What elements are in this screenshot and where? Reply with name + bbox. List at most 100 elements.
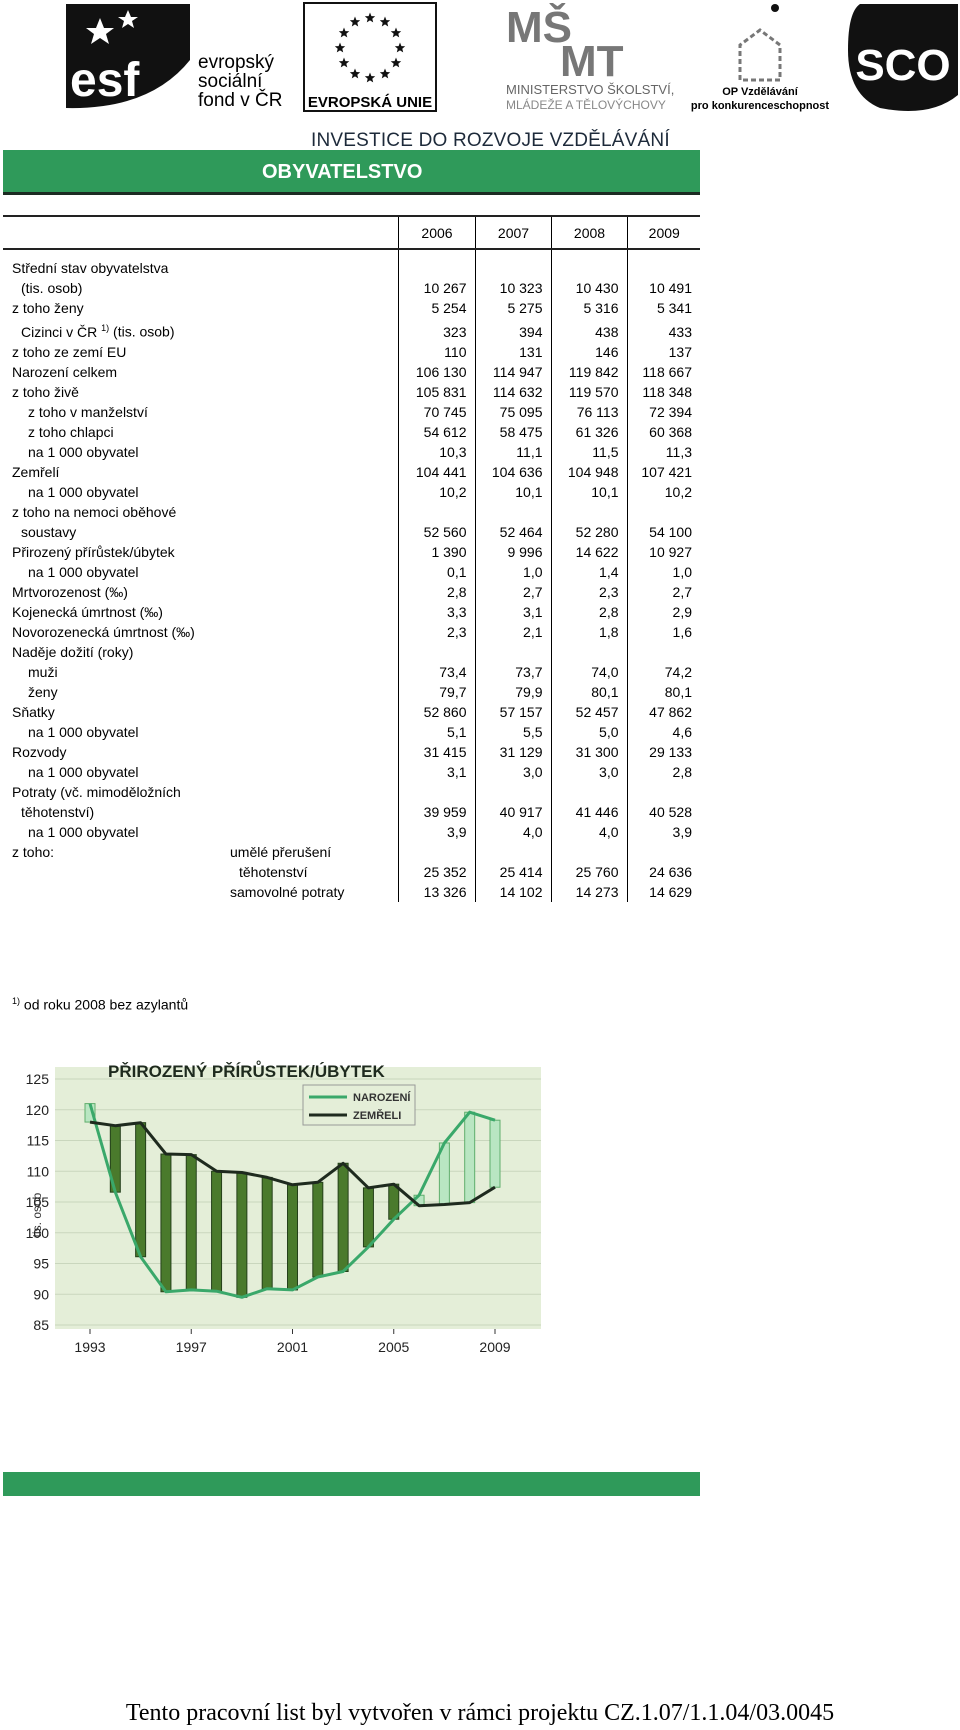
value-cell: 61 326 bbox=[550, 421, 627, 442]
value-cell: 2,7 bbox=[626, 581, 700, 602]
row-label: na 1 000 obyvatel bbox=[28, 823, 139, 840]
value-cell: 79,9 bbox=[474, 681, 551, 702]
value-cell: 75 095 bbox=[474, 401, 551, 422]
cell-value: 13 326 bbox=[423, 883, 467, 900]
value-cell: 39 959 bbox=[397, 781, 475, 822]
row-sublabel-cell bbox=[221, 702, 398, 722]
column-header: 2008 bbox=[550, 215, 627, 250]
cell-value: 31 129 bbox=[499, 743, 543, 760]
table-row: Sňatky 52 860 57 157 52 457 47 862 bbox=[3, 701, 700, 722]
row-label: Naděje dožití (roky) bbox=[12, 643, 134, 660]
value-cell: 2,8 bbox=[626, 761, 700, 782]
y-tick-label: 110 bbox=[27, 1163, 50, 1179]
table-row: ženy 79,7 79,9 80,1 80,1 bbox=[3, 681, 700, 702]
difference-bar bbox=[84, 1103, 96, 1123]
value-cell: 5 341 bbox=[626, 298, 700, 318]
value-cell: 10 430 bbox=[550, 258, 627, 298]
table-row: Novorozenecká úmrtnost (‰) 2,3 2,1 1,8 1,6 bbox=[3, 621, 700, 642]
row-label-cell: Narození celkem bbox=[3, 362, 221, 382]
y-tick-label: 115 bbox=[27, 1133, 50, 1149]
cell-value: 1,0 bbox=[523, 563, 543, 580]
difference-bar bbox=[160, 1153, 172, 1293]
value-cell: 137 bbox=[626, 341, 700, 362]
spacer bbox=[397, 249, 475, 258]
cell-value: 25 414 bbox=[499, 863, 543, 880]
value-cell: 10 491 bbox=[626, 258, 700, 298]
cell-value: 60 368 bbox=[649, 423, 692, 440]
value-cell: 106 130 bbox=[397, 361, 475, 382]
row-sublabel-cell: umělé přerušení těhotenství bbox=[221, 842, 398, 882]
cell-value: 2,7 bbox=[672, 583, 692, 600]
difference-bar bbox=[489, 1119, 501, 1188]
cell-value: 25 352 bbox=[423, 863, 467, 880]
value-cell: 1,4 bbox=[550, 561, 627, 582]
msmt-mark: MT bbox=[560, 37, 624, 86]
esf-text: sociální bbox=[198, 71, 263, 92]
cell-value: 3,0 bbox=[599, 763, 619, 780]
cell-value: 74,0 bbox=[591, 663, 619, 680]
value-cell: 104 441 bbox=[397, 461, 475, 482]
difference-bar bbox=[362, 1187, 374, 1248]
row-sublabel: umělé přerušení těhotenství bbox=[230, 843, 332, 880]
value-cell: 2,8 bbox=[550, 601, 627, 622]
table-row: na 1 000 obyvatel 10,2 10,1 10,1 10,2 bbox=[3, 481, 700, 502]
row-label: z toho: bbox=[12, 843, 55, 860]
cell-value: 104 636 bbox=[491, 463, 543, 480]
esf-text: evropský bbox=[198, 52, 275, 73]
cell-value: 5,5 bbox=[523, 723, 543, 740]
value-cell: 13 326 bbox=[397, 881, 475, 902]
eu-logo: EVROPSKÁ UNIE bbox=[303, 2, 437, 112]
cell-value: 137 bbox=[668, 343, 692, 360]
row-label: z toho v manželství bbox=[28, 403, 148, 420]
row-sublabel-cell bbox=[221, 642, 398, 662]
row-label: Narození celkem bbox=[12, 363, 118, 380]
footnote-text: od roku 2008 bez azylantů bbox=[23, 996, 189, 1013]
spacer-row bbox=[3, 249, 700, 258]
table-row: na 1 000 obyvatel 5,1 5,5 5,0 4,6 bbox=[3, 721, 700, 742]
eu-star bbox=[379, 68, 391, 79]
value-cell: 40 917 bbox=[474, 781, 551, 822]
value-cell: 105 831 bbox=[397, 381, 475, 402]
row-sublabel-cell bbox=[221, 342, 398, 362]
value-cell: 11,1 bbox=[474, 441, 551, 462]
row-label: Novorozenecká úmrtnost (‰) bbox=[12, 623, 195, 640]
value-cell: 2,7 bbox=[474, 581, 551, 602]
difference-bar bbox=[287, 1184, 298, 1291]
value-cell: 10,1 bbox=[474, 481, 551, 502]
row-sublabel-cell bbox=[221, 562, 398, 582]
cell-value: 5,1 bbox=[447, 723, 467, 740]
value-cell: 394 bbox=[474, 318, 551, 342]
value-cell: 41 446 bbox=[550, 781, 627, 822]
value-cell: 110 bbox=[397, 341, 475, 362]
cell-value: 10 491 bbox=[649, 280, 692, 296]
cell-value: 10 430 bbox=[575, 280, 619, 296]
cell-value: 2,8 bbox=[599, 603, 619, 620]
cell-value: 5 275 bbox=[507, 300, 543, 316]
value-cell: 3,9 bbox=[397, 821, 475, 842]
x-tick-label: 1993 bbox=[74, 1339, 105, 1355]
row-label-cell: z toho v manželství bbox=[3, 402, 221, 422]
cell-value: 3,9 bbox=[447, 823, 467, 840]
header-row: 2006 2007 2008 2009 bbox=[3, 215, 700, 250]
value-cell: 114 632 bbox=[474, 381, 551, 402]
value-cell: 3,1 bbox=[397, 761, 475, 782]
cell-value: 73,7 bbox=[515, 663, 543, 680]
row-label-cell: Sňatky bbox=[3, 702, 221, 722]
row-label: Potraty (vč. mimoděložních těhotenství) bbox=[12, 783, 181, 820]
table-row: z toho ze zemí EU 110 131 146 137 bbox=[3, 341, 700, 362]
value-cell: 433 bbox=[626, 318, 700, 342]
cell-value: 39 959 bbox=[423, 803, 467, 820]
row-label-cell: muži bbox=[3, 662, 221, 682]
cell-value: 107 421 bbox=[641, 463, 692, 480]
value-cell: 76 113 bbox=[550, 401, 627, 422]
cell-value: 11,5 bbox=[592, 443, 619, 460]
cell-value: 2,3 bbox=[599, 583, 619, 600]
y-tick-label: 90 bbox=[33, 1286, 49, 1302]
value-cell: 10 267 bbox=[397, 258, 475, 298]
value-cell: 3,3 bbox=[397, 601, 475, 622]
value-cell: 29 133 bbox=[626, 741, 700, 762]
value-cell: 52 464 bbox=[474, 501, 551, 542]
cell-value: 14 273 bbox=[575, 883, 619, 900]
logos: esf evropský sociální fond v ČR EVROPSKÁ… bbox=[66, 1, 958, 112]
